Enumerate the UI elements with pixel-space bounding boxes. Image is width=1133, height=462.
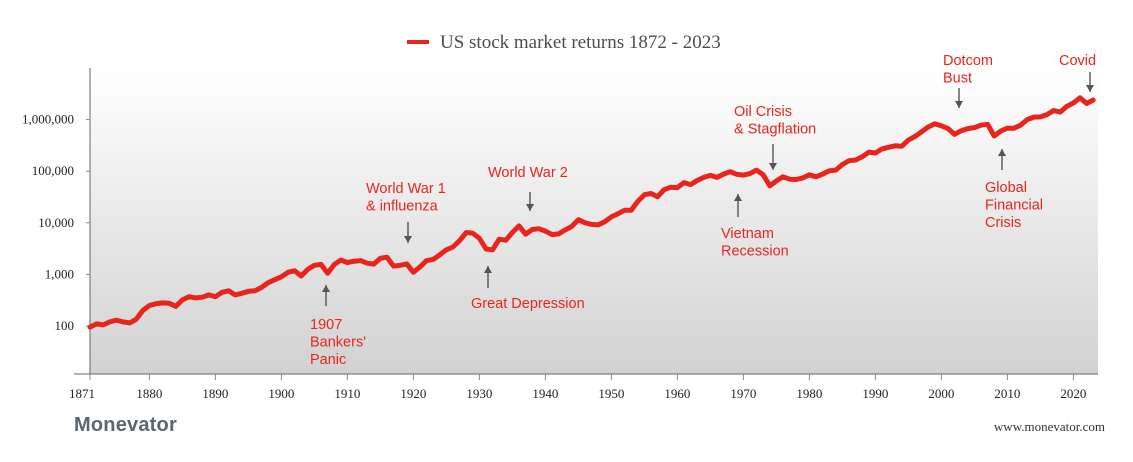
x-tick-label: 1950 bbox=[598, 386, 624, 401]
annotation-arrow-head bbox=[484, 266, 492, 273]
annotation-arrow-head bbox=[1086, 85, 1094, 92]
x-tick-labels: 1871 1880 1890 1900 1910 1920 1930 1940 1950 1960… bbox=[69, 374, 1086, 401]
annotation-arrow-head bbox=[404, 236, 412, 243]
annotation-dotcom: Dotcom Bust bbox=[943, 53, 993, 108]
series-group bbox=[87, 95, 1096, 330]
y-tick-labels: 100 1,000 10,000 100,000 1,000,000 bbox=[22, 112, 90, 333]
x-tick-label: 1900 bbox=[268, 386, 294, 401]
x-tick-label: 1980 bbox=[796, 386, 822, 401]
plot-background bbox=[90, 68, 1098, 374]
annotation-label: World War 2 bbox=[488, 165, 568, 181]
annotation-great-depression: Great Depression bbox=[471, 266, 585, 312]
annotation-label: Global Financial Crisis bbox=[985, 180, 1043, 231]
annotation-label: Vietnam Recession bbox=[721, 226, 789, 260]
annotation-oil-crisis: Oil Crisis & Stagflation bbox=[734, 104, 816, 170]
website-url: www.monevator.com bbox=[993, 419, 1105, 434]
x-tick-label: 1990 bbox=[862, 386, 888, 401]
annotation-ww1: World War 1 & influenza bbox=[366, 181, 446, 243]
annotation-label: 1907 Bankers' Panic bbox=[310, 317, 366, 368]
x-tick-label: 1910 bbox=[334, 386, 360, 401]
annotation-vietnam: Vietnam Recession bbox=[721, 194, 789, 260]
x-tick-label: 1930 bbox=[466, 386, 492, 401]
brand-logo: Monevator bbox=[74, 414, 177, 436]
annotation-covid: Covid bbox=[1059, 53, 1096, 92]
y-tick-label: 100 bbox=[55, 318, 75, 333]
annotation-arrow-head bbox=[526, 204, 534, 211]
y-tick-label: 10,000 bbox=[38, 215, 74, 230]
y-tick-label: 1,000,000 bbox=[22, 112, 74, 127]
x-tick-label: 1970 bbox=[730, 386, 756, 401]
annotation-label: World War 1 & influenza bbox=[366, 181, 446, 215]
annotation-label: Covid bbox=[1059, 53, 1096, 69]
y-tick-label: 100,000 bbox=[32, 163, 74, 178]
annotation-arrow-head bbox=[955, 101, 963, 108]
x-tick-label: 1880 bbox=[136, 386, 162, 401]
x-tick-label: 2000 bbox=[928, 386, 954, 401]
series-line bbox=[87, 95, 1096, 330]
y-tick-label: 1,000 bbox=[45, 266, 74, 281]
annotation-arrow-head bbox=[734, 194, 742, 201]
x-tick-label: 2010 bbox=[994, 386, 1020, 401]
annotation-bankers-panic: 1907 Bankers' Panic bbox=[310, 285, 366, 368]
x-tick-label: 2020 bbox=[1060, 386, 1086, 401]
x-tick-label: 1960 bbox=[664, 386, 690, 401]
x-tick-label: 1940 bbox=[532, 386, 558, 401]
annotation-label: Great Depression bbox=[471, 296, 585, 312]
annotation-arrow-head bbox=[322, 285, 330, 292]
annotations: 1907 Bankers' Panic World War 1 & influenza G… bbox=[310, 53, 1096, 368]
x-tick-label: 1890 bbox=[202, 386, 228, 401]
annotation-arrow-head bbox=[998, 149, 1006, 156]
x-tick-label: 1920 bbox=[400, 386, 426, 401]
legend-label: US stock market returns 1872 - 2023 bbox=[440, 32, 721, 53]
annotation-label: Dotcom Bust bbox=[943, 53, 993, 87]
annotation-arrow-head bbox=[769, 163, 777, 170]
annotation-label: Oil Crisis & Stagflation bbox=[734, 104, 816, 138]
legend: US stock market returns 1872 - 2023 bbox=[407, 32, 721, 53]
annotation-ww2: World War 2 bbox=[488, 165, 568, 211]
annotation-gfc: Global Financial Crisis bbox=[985, 149, 1043, 231]
x-tick-label: 1871 bbox=[69, 386, 95, 401]
